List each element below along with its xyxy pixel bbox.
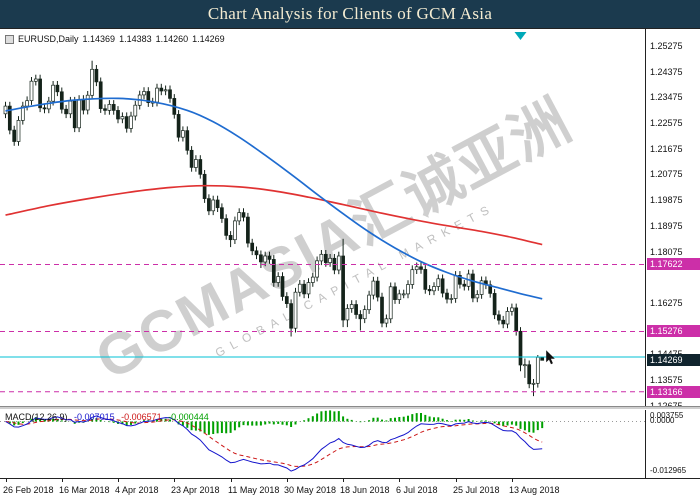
date-tick bbox=[456, 479, 457, 482]
date-tick bbox=[6, 479, 7, 482]
macd-name: MACD(12,26,9) bbox=[5, 412, 68, 422]
banner-title: Chart Analysis for Clients of GCM Asia bbox=[207, 4, 493, 23]
macd-main-line bbox=[5, 415, 543, 472]
price-pane: GCMASIA汇诚亚洲 GLOBAL CAPITAL MARKETS EURUS… bbox=[0, 28, 700, 407]
macd-axis-label-bottom: -0.012965 bbox=[650, 466, 687, 475]
date-axis-label: 6 Jul 2018 bbox=[396, 485, 438, 495]
bar-low-value: 1.14260 bbox=[155, 34, 189, 44]
macd-axis[interactable]: 0.003755 0.0000 -0.012965 bbox=[645, 410, 700, 478]
date-tick bbox=[287, 479, 288, 482]
price-axis-label: 1.12675 bbox=[650, 401, 683, 407]
macd-axis-label-top: 0.003755 bbox=[650, 411, 684, 420]
price-axis-label: 1.21675 bbox=[650, 144, 683, 154]
date-tick bbox=[62, 479, 63, 482]
date-axis-label: 13 Aug 2018 bbox=[509, 485, 560, 495]
chart-shift-marker[interactable] bbox=[514, 32, 527, 40]
macd-value-main: -0.007015 bbox=[74, 412, 115, 422]
date-tick bbox=[231, 479, 232, 482]
date-tick bbox=[512, 479, 513, 482]
macd-axis-label-zero: 0.0000 bbox=[650, 416, 675, 425]
macd-histogram bbox=[8, 410, 544, 435]
date-tick bbox=[399, 479, 400, 482]
macd-value-signal: -0.006571 bbox=[121, 412, 162, 422]
date-axis-label: 23 Apr 2018 bbox=[171, 485, 220, 495]
price-axis-label: 1.16275 bbox=[650, 298, 683, 308]
price-axis-label: 1.22575 bbox=[650, 118, 683, 128]
date-axis[interactable]: 26 Feb 2018 16 Mar 2018 4 Apr 2018 23 Apr 2… bbox=[0, 478, 700, 500]
bar-high-value: 1.14383 bbox=[119, 34, 152, 44]
macd-chart-canvas[interactable] bbox=[0, 410, 645, 478]
macd-indicator-label: MACD(12,26,9) -0.007015 -0.006571 -0.000… bbox=[5, 412, 213, 422]
pane-divider[interactable] bbox=[0, 406, 700, 410]
price-axis-label: 1.18075 bbox=[650, 247, 683, 257]
date-axis-label: 4 Apr 2018 bbox=[115, 485, 159, 495]
price-axis-label: 1.24375 bbox=[650, 67, 683, 77]
bar-close-value: 1.14269 bbox=[192, 34, 225, 44]
date-tick bbox=[118, 479, 119, 482]
symbol-timeframe-label: EURUSD,Daily bbox=[18, 34, 79, 44]
macd-signal-line bbox=[5, 418, 543, 467]
price-axis-label: 1.13575 bbox=[650, 375, 683, 385]
price-level-badge: 1.13166 bbox=[647, 386, 700, 398]
price-level-badge: 1.15276 bbox=[647, 325, 700, 337]
price-axis-label: 1.18975 bbox=[650, 221, 683, 231]
price-axis-label: 1.25275 bbox=[650, 41, 683, 51]
price-chart-canvas[interactable] bbox=[0, 29, 645, 407]
date-tick bbox=[343, 479, 344, 482]
chart-icon bbox=[5, 34, 14, 44]
price-axis-label: 1.19875 bbox=[650, 195, 683, 205]
price-axis-label: 1.20775 bbox=[650, 169, 683, 179]
price-axis-label: 1.23475 bbox=[650, 92, 683, 102]
price-level-badge: 1.17622 bbox=[647, 258, 700, 270]
date-tick bbox=[174, 479, 175, 482]
banner: Chart Analysis for Clients of GCM Asia bbox=[0, 0, 700, 28]
date-axis-label: 26 Feb 2018 bbox=[3, 485, 54, 495]
date-axis-label: 30 May 2018 bbox=[284, 485, 337, 495]
date-axis-label: 18 Jun 2018 bbox=[340, 485, 390, 495]
macd-value-hist: -0.000444 bbox=[168, 412, 209, 422]
macd-pane: MACD(12,26,9) -0.007015 -0.006571 -0.000… bbox=[0, 410, 700, 478]
price-level-badge: 1.14269 bbox=[647, 354, 700, 366]
price-axis[interactable]: 1.25275 1.24375 1.23475 1.22575 1.21675 1.207… bbox=[645, 29, 700, 407]
ma-fast-line bbox=[5, 97, 543, 300]
bar-open-value: 1.14369 bbox=[82, 34, 116, 44]
mouse-cursor bbox=[546, 350, 555, 365]
date-axis-label: 16 Mar 2018 bbox=[59, 485, 110, 495]
symbol-info: EURUSD,Daily 1.14369 1.14383 1.14260 1.1… bbox=[5, 34, 225, 44]
ma-slow-line bbox=[5, 184, 543, 246]
date-axis-label: 25 Jul 2018 bbox=[453, 485, 500, 495]
date-axis-label: 11 May 2018 bbox=[228, 485, 280, 495]
